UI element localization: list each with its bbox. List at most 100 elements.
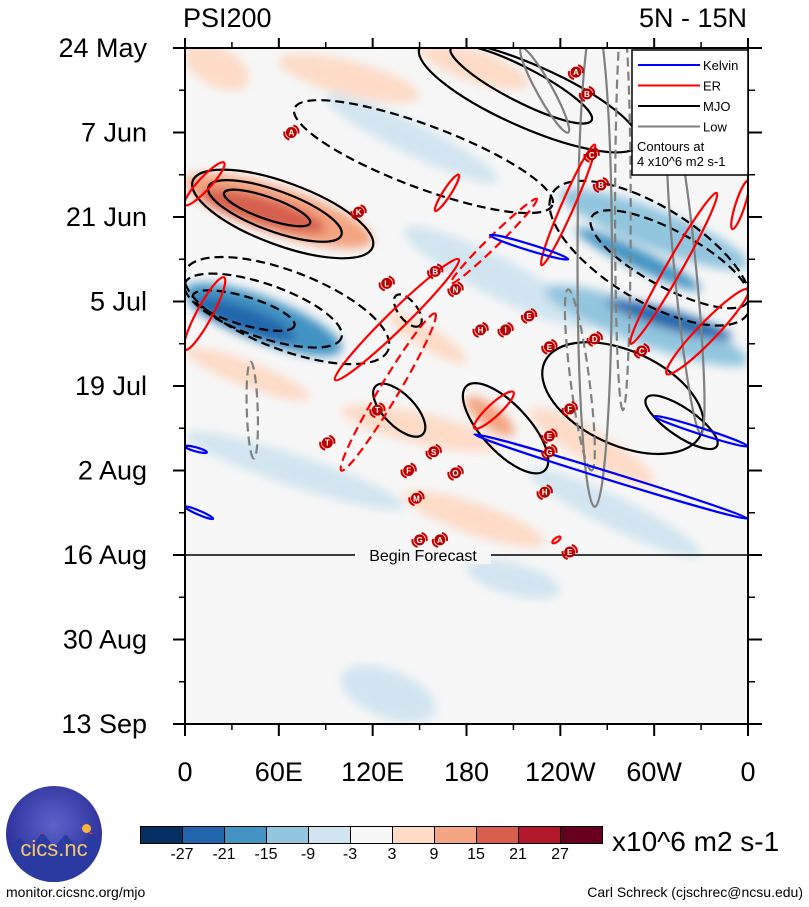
colorbar-label: -15 — [254, 846, 278, 863]
colorbar-label: 15 — [467, 846, 485, 863]
mjo-contour — [392, 293, 423, 328]
storm-letter: T — [325, 439, 330, 448]
colorbar-swatch — [183, 827, 225, 843]
storm-marker: S — [425, 443, 442, 460]
storm-letter: D — [592, 335, 598, 344]
storm-letter: A — [437, 536, 443, 545]
er-contour — [629, 191, 719, 345]
storm-icon — [570, 66, 582, 78]
mjo-contour — [292, 99, 555, 215]
mjo-contour — [206, 179, 343, 243]
storm-marker: G — [541, 443, 558, 460]
storm-letter: E — [547, 432, 553, 441]
storm-icon — [414, 534, 426, 546]
shading-blob — [403, 226, 593, 329]
er-contour — [472, 390, 515, 430]
storm-marker: H — [536, 484, 553, 501]
forecast-label: Begin Forecast — [369, 548, 477, 565]
colorbar-label: 27 — [551, 846, 569, 863]
mjo-contour — [548, 179, 748, 327]
colorbar — [140, 826, 603, 844]
y-tick-label: 2 Aug — [78, 456, 147, 486]
storm-marker: F — [400, 462, 417, 479]
shading-blob — [325, 94, 499, 184]
storm-icon — [636, 345, 648, 357]
colorbar-swatch — [519, 827, 561, 843]
storm-letter: M — [413, 494, 420, 503]
mjo-contour — [222, 188, 312, 228]
storm-marker: F — [561, 400, 578, 417]
y-tick-label: 16 Aug — [63, 540, 147, 570]
cicsnc-logo: cics.nc — [6, 786, 102, 882]
storm-letter: E — [526, 312, 532, 321]
storm-marker: B — [427, 263, 444, 280]
y-tick-label: 7 Jun — [81, 118, 147, 148]
er-contour — [551, 535, 562, 545]
storm-letter: G — [416, 536, 422, 545]
colorbar-units: x10^6 m2 s-1 — [612, 826, 780, 857]
storm-marker: A — [567, 64, 585, 81]
storm-letter: C — [589, 151, 595, 160]
storm-marker: E — [541, 428, 558, 445]
colorbar-swatch — [561, 827, 602, 843]
storm-letter: K — [356, 208, 362, 217]
storm-icon — [581, 88, 593, 100]
storm-marker: M — [408, 490, 425, 507]
storm-letter: H — [478, 326, 484, 335]
forecast-label-bg — [355, 546, 491, 564]
colorbar-swatch — [225, 827, 267, 843]
storm-icon — [543, 430, 555, 442]
shading-blob — [278, 53, 420, 103]
storm-marker: H — [472, 321, 489, 338]
storm-icon — [539, 486, 551, 498]
colorbar-swatch — [309, 827, 351, 843]
kelvin-contour — [185, 444, 209, 455]
storm-letter: O — [452, 469, 458, 478]
colorbar-swatch — [477, 827, 519, 843]
shading-blob — [341, 404, 498, 452]
y-tick-label: 13 Sep — [61, 709, 147, 739]
storm-icon — [403, 465, 415, 476]
legend-label-kelvin: Kelvin — [703, 58, 738, 73]
er-contour — [433, 173, 461, 213]
storm-letter: B — [584, 90, 590, 99]
mjo-contour — [449, 48, 594, 125]
legend-note: Contours at — [637, 139, 705, 154]
mjo-contour — [461, 381, 550, 475]
mjo-contour — [372, 382, 427, 438]
storm-icon — [371, 404, 383, 416]
storm-icon — [450, 467, 462, 479]
shading-blob — [466, 559, 561, 599]
er-contour — [539, 143, 597, 267]
x-tick-label: 60E — [255, 757, 303, 787]
storm-icon — [595, 179, 607, 191]
shading-blob — [403, 490, 545, 548]
low-contour — [519, 48, 571, 134]
shading-blob — [192, 298, 295, 342]
storm-marker: I — [497, 321, 514, 338]
shading-blob — [200, 188, 326, 234]
er-contour — [449, 197, 539, 285]
colorbar-label: -3 — [342, 846, 358, 863]
storm-marker: T — [369, 402, 386, 419]
y-tick-label: 30 Aug — [63, 625, 147, 655]
storm-icon — [589, 333, 601, 345]
storm-icon — [500, 324, 512, 336]
low-contour — [245, 360, 260, 460]
x-tick-label: 120E — [341, 757, 404, 787]
storm-marker: T — [319, 434, 336, 451]
colorbar-label: 3 — [387, 846, 397, 863]
low-contour — [576, 48, 614, 508]
legend: Kelvin ER MJO Low Contours at4 x10^6 m2 s-1 — [631, 49, 749, 176]
shading-blob — [528, 468, 702, 558]
storm-letter: G — [546, 448, 552, 457]
storm-marker: E — [541, 338, 558, 355]
shading-blob — [465, 616, 530, 657]
storm-marker: L — [378, 275, 395, 292]
storm-marker: D — [586, 330, 603, 347]
shading-blob — [528, 407, 655, 486]
storm-letter: L — [384, 279, 389, 288]
storm-icon — [429, 265, 441, 277]
colorbar-swatch — [435, 827, 477, 843]
storm-icon — [523, 310, 535, 322]
